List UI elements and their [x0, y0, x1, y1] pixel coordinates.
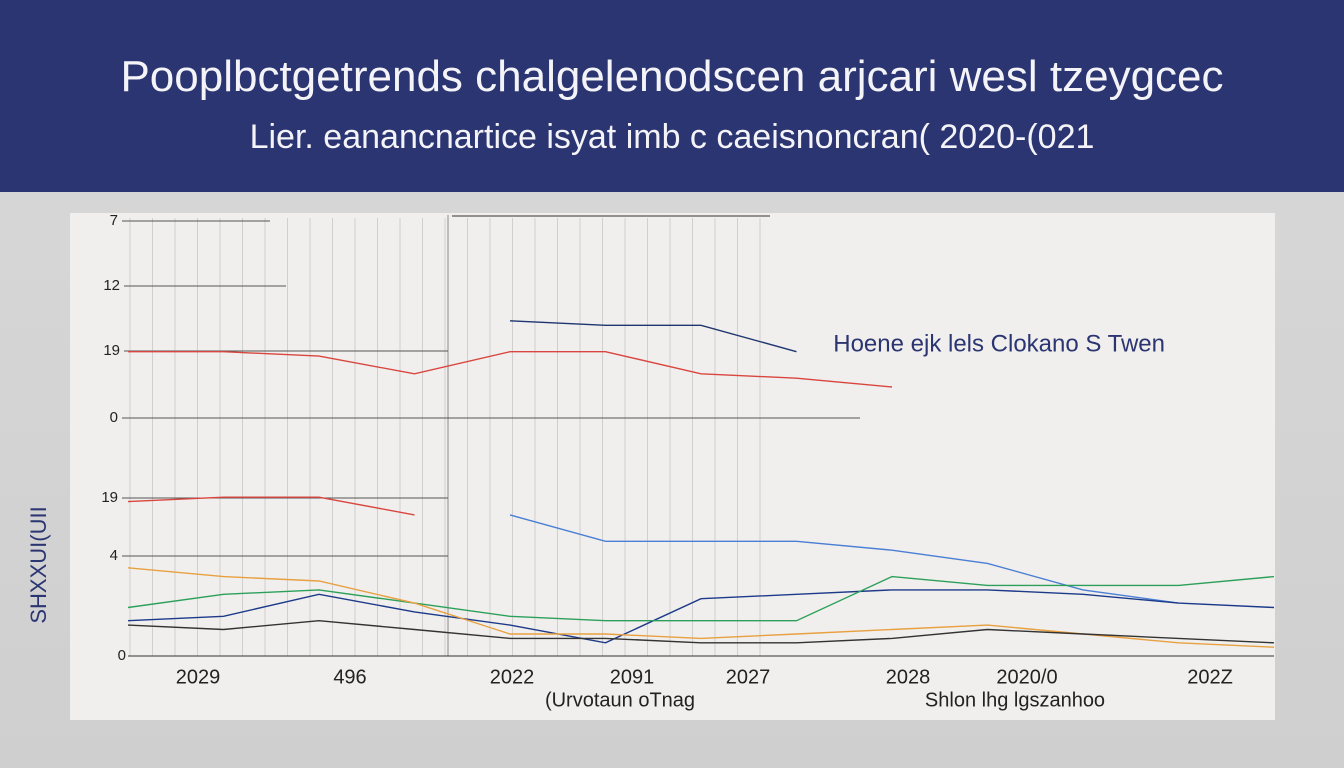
y-tick-label: 12 [103, 277, 120, 294]
x-tick-label: 202Z [1187, 666, 1233, 688]
series-line [127, 496, 415, 516]
plot-panel [70, 213, 1275, 720]
x-tick-label: 2020/0 [996, 666, 1057, 688]
x-tick-label: 2027 [726, 666, 771, 688]
x-tick-label: 2091 [610, 666, 655, 688]
series-line [127, 589, 1275, 644]
series-line [509, 320, 797, 353]
y-tick-label: 7 [110, 212, 118, 229]
header: Pooplbctgetrends chalgelenodscen arjcari… [0, 0, 1344, 192]
x-tick-label: 2022 [490, 666, 535, 688]
series-line [127, 575, 1275, 622]
chart-subtitle: Lier. eanancnartice isyat imb c caeisnon… [249, 118, 1095, 156]
annotation: Hoene ejk lels Clokano S Twen [833, 330, 1165, 357]
series-line [128, 351, 893, 388]
x-tick-label: 496 [333, 666, 366, 688]
y-tick-label: 4 [110, 547, 118, 564]
y-tick-label: 19 [101, 489, 118, 506]
y-tick-label: 0 [118, 647, 126, 664]
x-tick-label: 2028 [886, 666, 931, 688]
series-line [127, 619, 1275, 644]
y-axis-title: SHXXUI(UII [26, 506, 51, 623]
y-tick-label: 0 [110, 409, 118, 426]
chart-title: Pooplbctgetrends chalgelenodscen arjcari… [120, 52, 1224, 101]
y-tick-label: 19 [103, 342, 120, 359]
x-axis-title: (Urvotaun oTnag [545, 689, 695, 711]
x-tick-label: 2029 [176, 666, 221, 688]
x-axis-title: Shlon lhg lgszanhoo [925, 689, 1105, 711]
